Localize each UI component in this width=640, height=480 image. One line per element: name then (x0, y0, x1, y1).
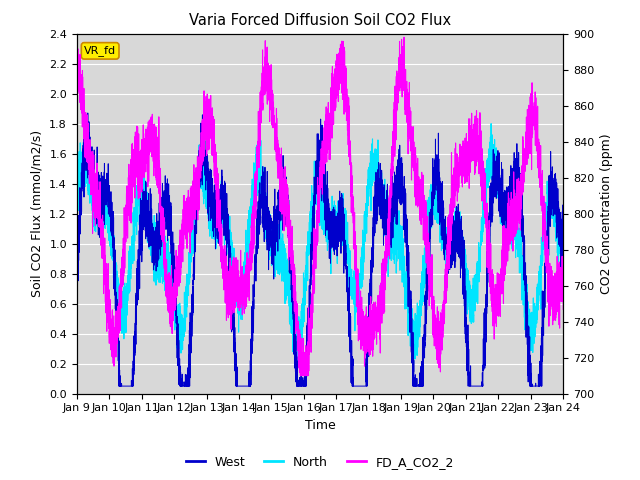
FD_A_CO2_2 (73, 70, 81, 76)
FD_A_CO2_2 (296, 372, 304, 378)
North (73, 203, 81, 209)
FD_A_CO2_2 (365, 314, 372, 320)
North (296, 361, 303, 367)
FD_A_CO2_2 (259, 106, 266, 111)
Y-axis label: CO2 Concentration (ppm): CO2 Concentration (ppm) (600, 133, 612, 294)
Title: Varia Forced Diffusion Soil CO2 Flux: Varia Forced Diffusion Soil CO2 Flux (189, 13, 451, 28)
West (365, 354, 372, 360)
West (73, 271, 81, 276)
FD_A_CO2_2 (473, 136, 481, 142)
West (473, 383, 481, 389)
North (161, 233, 169, 239)
North (436, 217, 444, 223)
FD_A_CO2_2 (400, 34, 408, 40)
X-axis label: Time: Time (305, 419, 335, 432)
North (389, 256, 397, 262)
West (436, 219, 444, 225)
North (259, 216, 266, 221)
West (559, 262, 567, 268)
West (84, 110, 92, 116)
FD_A_CO2_2 (161, 244, 169, 250)
North (473, 276, 481, 281)
Line: North: North (77, 123, 563, 364)
West (161, 210, 169, 216)
North (559, 242, 567, 248)
FD_A_CO2_2 (389, 155, 397, 160)
North (487, 120, 495, 126)
West (390, 189, 397, 195)
FD_A_CO2_2 (436, 352, 444, 358)
Legend: West, North, FD_A_CO2_2: West, North, FD_A_CO2_2 (181, 451, 459, 474)
Line: West: West (77, 113, 563, 386)
FD_A_CO2_2 (559, 307, 567, 312)
West (259, 188, 267, 193)
Line: FD_A_CO2_2: FD_A_CO2_2 (77, 37, 563, 375)
Y-axis label: Soil CO2 Flux (mmol/m2/s): Soil CO2 Flux (mmol/m2/s) (31, 130, 44, 297)
West (115, 383, 123, 389)
North (365, 165, 372, 170)
Text: VR_fd: VR_fd (84, 46, 116, 56)
